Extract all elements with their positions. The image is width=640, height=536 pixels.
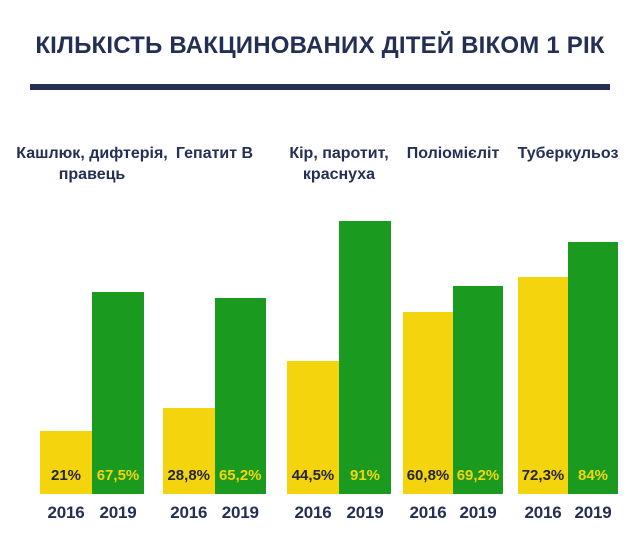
bar-group-pertussis-diphtheria-tetanus: Кашлюк, дифтерія, правець 21% 67,5% 2016…: [16, 140, 167, 536]
year-label: 2016: [47, 503, 85, 522]
value-label: 69,2%: [456, 467, 500, 484]
bar-2016: 21%: [40, 431, 92, 494]
bar-pair: 21% 67,5%: [40, 291, 144, 494]
year-labels: 2016 2019: [40, 503, 144, 523]
value-label: 60,8%: [406, 467, 450, 484]
year-label: 2019: [346, 503, 384, 522]
bar-pair: 60,8% 69,2%: [403, 286, 503, 494]
year-labels: 2016 2019: [287, 503, 391, 523]
bar-pair: 44,5% 91%: [287, 221, 391, 494]
bar-2019: 91%: [339, 221, 391, 494]
bar-group-tuberculosis: Туберкульоз 72,3% 84% 2016 2019: [518, 140, 619, 536]
value-label: 67,5%: [96, 467, 140, 484]
value-label: 44,5%: [291, 467, 335, 484]
value-label: 84%: [577, 467, 609, 484]
chart-title: КІЛЬКІСТЬ ВАКЦИНОВАНИХ ДІТЕЙ ВІКОМ 1 РІК: [35, 32, 605, 59]
bar-2019: 65,2%: [214, 298, 266, 494]
bar-group-hepatitis-b: Гепатит В 28,8% 65,2% 2016 2019: [163, 140, 266, 536]
bar-2016: 72,3%: [518, 277, 568, 494]
value-label: 65,2%: [218, 467, 262, 484]
title-underline: [30, 84, 610, 90]
bar-2016: 44,5%: [287, 360, 339, 494]
bar-pair: 72,3% 84%: [518, 242, 618, 494]
year-label: 2016: [170, 503, 208, 522]
year-label: 2016: [409, 503, 447, 522]
bar-2016: 28,8%: [163, 407, 215, 494]
year-labels: 2016 2019: [163, 503, 266, 523]
bar-2019: 84%: [568, 242, 618, 494]
bar-2019: 69,2%: [453, 286, 503, 494]
bar-group-measles-mumps-rubella: Кір, паротит, краснуха 44,5% 91% 2016 20…: [287, 140, 391, 536]
category-label: Поліомієліт: [406, 145, 500, 162]
year-label: 2019: [99, 503, 137, 522]
category-label: Туберкульоз: [517, 145, 619, 162]
year-label: 2019: [459, 503, 497, 522]
category-label: Кір, паротит, краснуха: [289, 145, 389, 183]
value-label: 21%: [50, 467, 82, 484]
category-label: Гепатит В: [175, 145, 254, 162]
year-labels: 2016 2019: [403, 503, 503, 523]
bar-pair: 28,8% 65,2%: [163, 298, 266, 494]
bar-2019: 67,5%: [92, 291, 144, 494]
value-label: 28,8%: [167, 467, 211, 484]
value-label: 91%: [349, 467, 381, 484]
category-label: Кашлюк, дифтерія, правець: [16, 145, 168, 183]
year-label: 2019: [221, 503, 259, 522]
year-label: 2016: [524, 503, 562, 522]
value-label: 72,3%: [521, 467, 565, 484]
year-label: 2019: [574, 503, 612, 522]
bar-2016: 60,8%: [403, 311, 453, 494]
year-labels: 2016 2019: [518, 503, 618, 523]
bar-group-polio: Поліомієліт 60,8% 69,2% 2016 2019: [403, 140, 503, 536]
year-label: 2016: [294, 503, 332, 522]
